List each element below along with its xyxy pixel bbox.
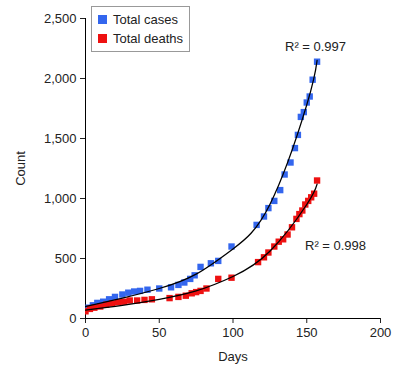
svg-text:0: 0 [82,325,89,340]
svg-text:2,000: 2,000 [44,71,77,86]
html-text:Total deaths: Total deaths [113,31,184,46]
svg-text:R² = 0.998: R² = 0.998 [305,238,366,253]
html-text:Total cases: Total cases [113,12,178,27]
svg-text:150: 150 [296,325,318,340]
svg-text:500: 500 [55,251,77,266]
svg-text:R² = 0.997: R² = 0.997 [285,39,346,54]
svg-text:200: 200 [370,325,392,340]
svg-text:2,500: 2,500 [44,11,77,26]
svg-text:Days: Days [218,349,248,364]
svg-text:1,500: 1,500 [44,131,77,146]
svg-text:1,000: 1,000 [44,191,77,206]
svg-text:0: 0 [69,311,76,326]
svg-text:100: 100 [222,325,244,340]
svg-text:50: 50 [152,325,166,340]
svg-text:Count: Count [13,151,28,186]
